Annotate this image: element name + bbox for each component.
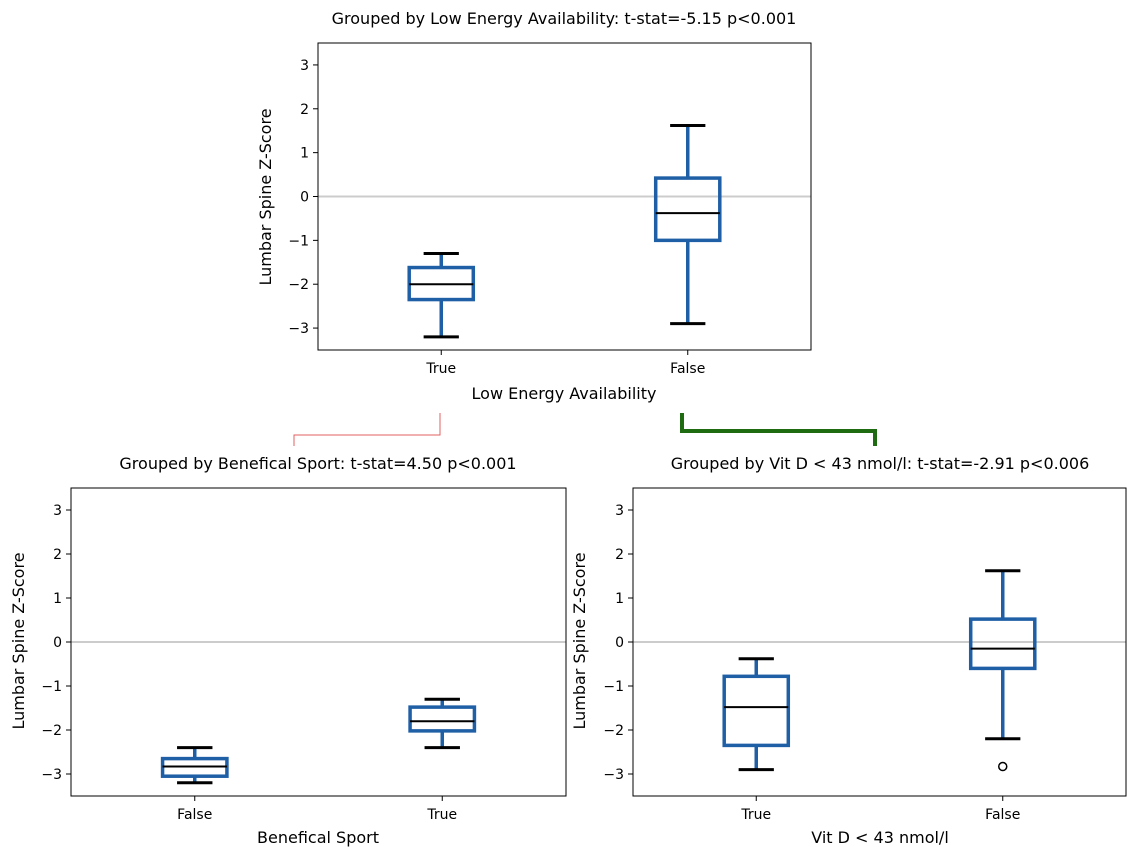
box-false: [160, 746, 229, 785]
x-tick-label: True: [426, 807, 457, 823]
y-tick-label: 2: [300, 102, 309, 118]
box-true: [407, 252, 476, 339]
y-tick-label: −1: [603, 679, 624, 695]
connector-green: [680, 413, 877, 446]
box-true: [722, 657, 791, 772]
chart-title: Grouped by Low Energy Availability: t-st…: [332, 9, 797, 28]
x-tick-label: False: [670, 361, 705, 377]
box-iqr: [408, 705, 477, 733]
axes-frame: [632, 487, 1127, 797]
y-tick-label: 0: [300, 190, 309, 206]
y-tick-label: −1: [41, 679, 62, 695]
plot-area: −3 −2 −1 0 1 2 3 False True: [41, 487, 567, 823]
box-false: [653, 123, 722, 326]
y-tick-label: −3: [41, 767, 62, 783]
x-axis-label: Vit D < 43 nmol/l: [811, 828, 949, 847]
y-tick-label: −2: [288, 277, 309, 293]
y-tick-label: 1: [300, 146, 309, 162]
box-false: [968, 569, 1037, 772]
outlier-point: [998, 761, 1008, 772]
y-tick-label: 2: [615, 547, 624, 563]
chart-title: Grouped by Benefical Sport: t-stat=4.50 …: [119, 454, 516, 473]
y-tick-label: 3: [53, 503, 62, 519]
plot-area: −3 −2 −1 0 1 2 3 True False: [288, 42, 812, 377]
y-tick-label: −3: [288, 321, 309, 337]
x-tick-label: True: [425, 361, 456, 377]
x-axis-label: Low Energy Availability: [472, 384, 657, 403]
chart-title: Grouped by Vit D < 43 nmol/l: t-stat=-2.…: [671, 454, 1090, 473]
chart-top: Grouped by Low Energy Availability: t-st…: [256, 9, 812, 403]
y-tick-label: −3: [603, 767, 624, 783]
axes-frame: [70, 487, 567, 797]
x-tick-label: False: [177, 807, 212, 823]
box-iqr: [968, 617, 1037, 671]
y-axis-label: Lumbar Spine Z-Score: [256, 108, 275, 285]
x-axis-label: Benefical Sport: [257, 828, 379, 847]
y-tick-label: −1: [288, 233, 309, 249]
y-tick-label: 2: [53, 547, 62, 563]
connector-red: [293, 413, 441, 446]
axes-frame: [317, 42, 812, 351]
box-true: [408, 697, 477, 750]
y-axis-label: Lumbar Spine Z-Score: [570, 552, 589, 729]
chart-left: Grouped by Benefical Sport: t-stat=4.50 …: [9, 454, 567, 847]
y-tick-label: 3: [300, 58, 309, 74]
y-tick-label: 0: [53, 635, 62, 651]
y-tick-label: −2: [41, 723, 62, 739]
box-iqr: [722, 674, 791, 748]
y-tick-label: 0: [615, 635, 624, 651]
y-axis-label: Lumbar Spine Z-Score: [9, 552, 28, 729]
y-tick-label: 3: [615, 503, 624, 519]
x-tick-label: False: [985, 807, 1020, 823]
plot-area: −3 −2 −1 0 1 2 3 True False: [603, 487, 1127, 823]
box-iqr: [653, 176, 722, 243]
y-tick-label: 1: [615, 591, 624, 607]
y-tick-label: 1: [53, 591, 62, 607]
y-tick-label: −2: [603, 723, 624, 739]
x-tick-label: True: [740, 807, 771, 823]
chart-right: Grouped by Vit D < 43 nmol/l: t-stat=-2.…: [570, 454, 1127, 847]
